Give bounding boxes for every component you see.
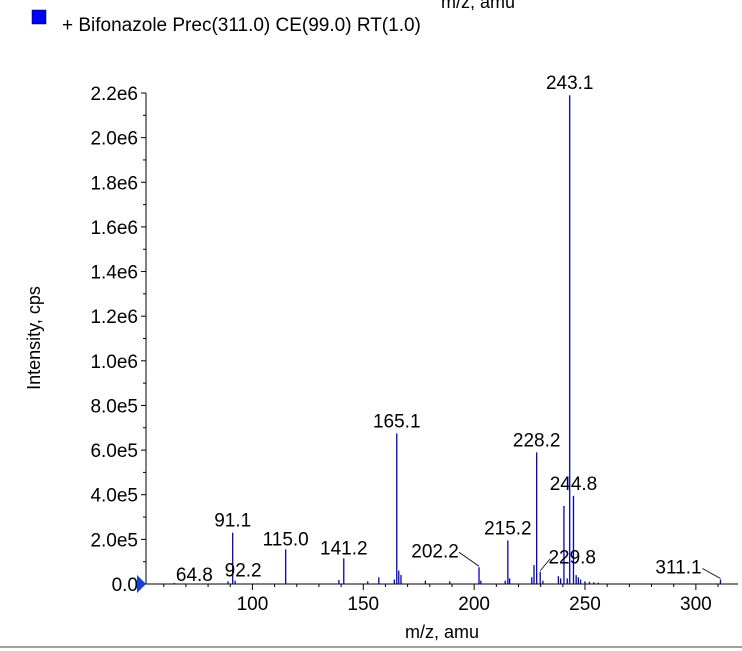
peak-label-leader	[539, 558, 551, 571]
y-tick-label: 1.4e6	[90, 263, 138, 284]
peak-label: 165.1	[373, 411, 421, 432]
peak-label-leader	[458, 551, 480, 567]
peak-label: 91.1	[214, 511, 251, 532]
peak-label: 228.2	[513, 430, 561, 451]
peak-label: 243.1	[546, 73, 594, 94]
y-tick-label: 1.2e6	[90, 307, 138, 328]
peak-label: 92.2	[225, 561, 262, 582]
y-ticks: 0.0 2.0e5 4.0e5 6.0e5 8.0e5 1.0e6 1.2e6 1.4e6 1.…	[90, 84, 146, 596]
y-tick-label: 2.0e6	[90, 129, 138, 150]
peak-label: 244.8	[550, 474, 598, 495]
origin-marker-icon	[137, 575, 146, 593]
peak-label: 311.1	[655, 558, 701, 579]
y-tick-label: 1.8e6	[90, 173, 138, 194]
y-tick-label: 4.0e5	[90, 486, 138, 507]
peak-label: 202.2	[411, 541, 459, 562]
x-ticks: 100 150 200 250 300	[163, 584, 719, 615]
peak-label: 115.0	[263, 529, 309, 550]
peak-label: 64.8	[176, 565, 213, 586]
x-tick-label: 250	[569, 594, 601, 615]
y-tick-label: 2.0e5	[90, 530, 138, 551]
clipped-axis-title: m/z, amu	[441, 0, 515, 12]
x-tick-label: 100	[237, 594, 269, 615]
y-axis-title: Intensity, cps	[24, 286, 44, 390]
y-tick-label: 2.2e6	[90, 84, 138, 105]
x-tick-label: 150	[347, 594, 379, 615]
peaks	[173, 95, 722, 584]
y-tick-label: 0.0	[112, 575, 138, 596]
peak-label-leader	[702, 568, 721, 579]
y-tick-label: 8.0e5	[90, 396, 138, 417]
y-tick-label: 1.0e6	[90, 352, 138, 373]
legend-label: + Bifonazole Prec(311.0) CE(99.0) RT(1.0…	[62, 15, 421, 36]
legend-swatch	[31, 9, 47, 25]
peak-label: 229.8	[548, 548, 596, 569]
peak-label: 141.2	[320, 538, 368, 559]
legend: + Bifonazole Prec(311.0) CE(99.0) RT(1.0…	[31, 9, 421, 36]
x-tick-label: 300	[680, 594, 712, 615]
x-axis-title: m/z, amu	[405, 622, 479, 642]
x-tick-label: 200	[458, 594, 490, 615]
y-tick-label: 1.6e6	[90, 218, 138, 239]
y-tick-label: 6.0e5	[90, 441, 138, 462]
peak-label: 215.2	[484, 518, 532, 539]
